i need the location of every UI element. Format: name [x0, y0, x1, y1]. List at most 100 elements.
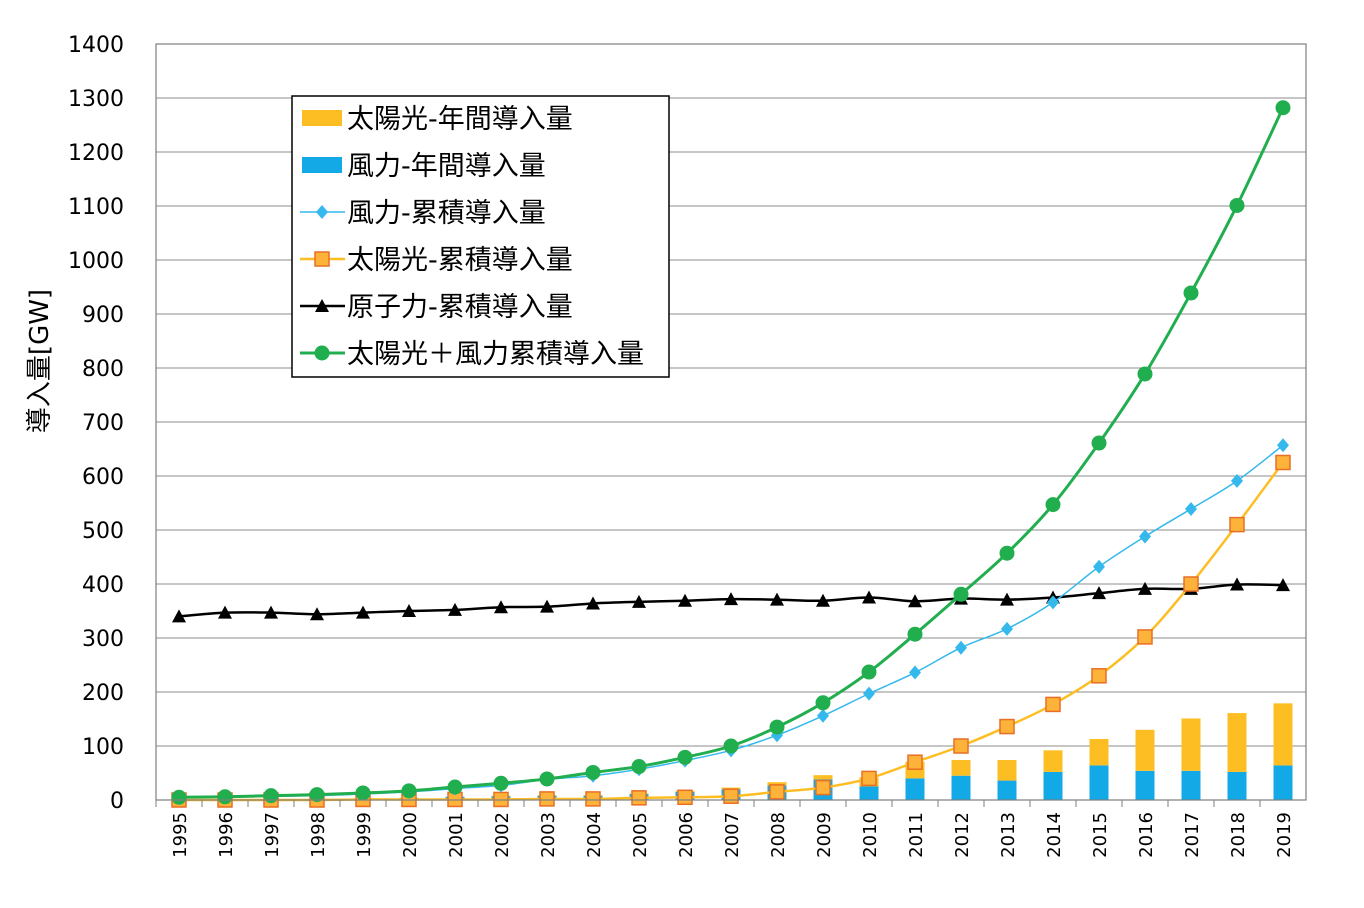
circle-point [1229, 197, 1245, 213]
circle-point [1091, 435, 1107, 451]
wind-annual-bar [859, 786, 879, 800]
square-point [861, 770, 877, 787]
y-tick-label: 400 [82, 573, 124, 598]
y-axis-ticks: 0 100 200 300 400 500 600 700 800 900 1000 1100 1200… [68, 33, 124, 814]
x-tick-label: 2016 [1136, 812, 1157, 858]
y-tick-label: 500 [82, 519, 124, 544]
square-point [999, 718, 1015, 735]
circle-point [861, 664, 877, 680]
y-tick-label: 200 [82, 681, 124, 706]
circle-point [1275, 100, 1291, 116]
y-tick-label: 300 [82, 627, 124, 652]
triangle-point [264, 605, 278, 619]
triangle-point [862, 590, 876, 604]
x-tick-label: 2011 [906, 812, 927, 858]
triangle-point [1092, 586, 1106, 600]
legend-symbol [300, 299, 345, 312]
legend-box [291, 95, 670, 378]
legend-marker [316, 205, 328, 219]
diamond-point [1231, 473, 1243, 488]
wind-annual-bar [1135, 770, 1155, 800]
legend-symbol [300, 345, 345, 361]
solar-annual-bar [1273, 703, 1293, 766]
circle-point [447, 779, 463, 795]
diamond-point [1139, 529, 1151, 544]
wind-annual-bar [1089, 765, 1109, 800]
circle-point [999, 545, 1015, 561]
triangle-point [586, 596, 600, 610]
solar-annual-bar [1089, 738, 1109, 766]
triangle-point [172, 609, 186, 623]
legend-symbol [300, 205, 345, 219]
circle-point [263, 788, 279, 804]
triangle-point [1230, 577, 1244, 591]
x-tick-label: 2014 [1044, 812, 1065, 858]
circle-point [907, 626, 923, 642]
legend-symbol [300, 251, 345, 267]
x-axis-ticks: 1995 1996 1997 1998 1999 2000 2001 2002 2003 2004… [155, 800, 1295, 858]
wind-annual-bar [1273, 765, 1293, 800]
solar-annual-bar [1181, 718, 1201, 771]
triangle-point [1138, 581, 1152, 595]
diamond-point [1047, 595, 1059, 610]
y-tick-label: 100 [82, 735, 124, 760]
legend-marker [314, 251, 330, 267]
solar-annual-bar [721, 787, 741, 790]
circle-point [677, 749, 693, 765]
x-tick-label: 2008 [768, 812, 789, 858]
triangle-point [402, 604, 416, 617]
triangle-point [770, 592, 784, 606]
square-point [907, 754, 923, 770]
y-tick-label: 1400 [68, 33, 124, 58]
solar-annual-bar [951, 760, 971, 776]
wind-annual-bar [1181, 770, 1201, 800]
x-tick-label: 2018 [1228, 812, 1249, 858]
triangle-point [448, 602, 462, 616]
legend-bar-swatch [302, 110, 342, 126]
circle-point [815, 695, 831, 711]
x-tick-label: 2006 [676, 812, 697, 858]
circle-point [1045, 497, 1061, 513]
square-point [1091, 668, 1107, 684]
circle-point [493, 775, 509, 791]
circle-point [723, 738, 739, 754]
triangle-point [724, 592, 738, 606]
square-point [1045, 696, 1061, 713]
legend-items: 太陽光-年間導入量風力-年間導入量風力-累積導入量太陽光-累積導入量原子力-累積… [300, 104, 644, 370]
wind-annual-bar [905, 778, 925, 800]
diamond-point [955, 640, 967, 655]
diamond-point [863, 686, 875, 701]
square-point [539, 791, 555, 807]
square-point [1229, 516, 1245, 533]
legend-label: 原子力-累積導入量 [347, 292, 573, 323]
y-tick-label: 1000 [68, 249, 124, 274]
x-tick-label: 2009 [814, 812, 835, 858]
circle-point [171, 789, 187, 805]
solar-annual-bar [1227, 713, 1247, 772]
square-point [815, 779, 831, 796]
diamond-point [1001, 621, 1013, 636]
circle-point [401, 783, 417, 799]
wind-annual-bar [1227, 771, 1247, 800]
circle-point [631, 759, 647, 775]
legend-label: 太陽光-年間導入量 [347, 104, 573, 135]
wind-annual-bar [997, 780, 1017, 800]
y-tick-label: 1200 [68, 141, 124, 166]
solar-annual-bar [767, 782, 787, 786]
triangle-point [816, 593, 830, 607]
legend-label: 太陽光＋風力累積導入量 [347, 339, 644, 370]
triangle-point [908, 594, 922, 608]
square-point [1183, 576, 1199, 592]
square-point [723, 788, 739, 804]
solar-annual-bar [997, 760, 1017, 781]
square-point [585, 791, 601, 807]
y-tick-label: 900 [82, 303, 124, 328]
triangle-point [310, 607, 324, 621]
triangle-point [632, 594, 646, 608]
triangle-point [1276, 578, 1290, 592]
circle-point [953, 586, 969, 602]
diamond-point [1277, 438, 1289, 453]
x-tick-label: 2005 [630, 812, 651, 858]
square-point [631, 790, 647, 806]
